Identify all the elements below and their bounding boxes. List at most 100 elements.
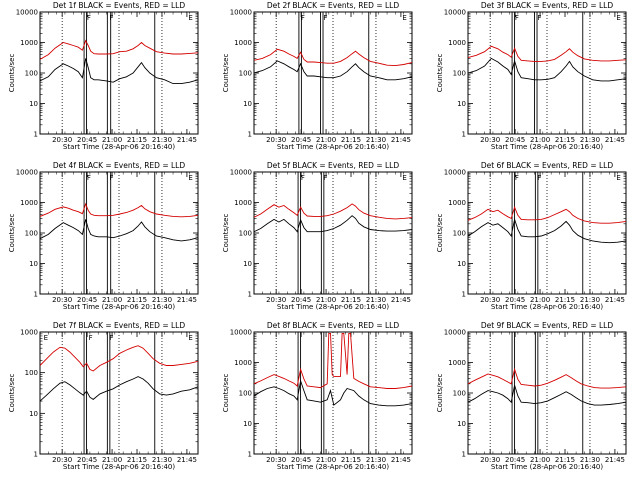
x-tick-label: 20:45 [291,296,311,304]
x-tick-label: 21:00 [102,456,122,464]
y-tick-label: 1000 [234,359,252,367]
x-tick-label: 20:45 [505,136,525,144]
detector-chart-svg-3: Det 3f BLACK = Events, RED = LLD 1 10 100 10… [436,1,627,151]
x-tick-label: 21:00 [102,296,122,304]
x-tick-label: 21:45 [177,296,197,304]
y-tick-label: 10 [243,420,252,428]
y-tick-label: 100 [239,70,252,78]
interval-marker-label: F [301,174,305,182]
lld-series-line [253,332,413,389]
y-axis-label: Counts/sec [8,214,16,253]
y-tick-label: 1000 [234,39,252,47]
lld-series-line [253,203,413,220]
interval-marker-label: E [616,174,620,182]
y-axis-label: Counts/sec [8,54,16,93]
y-tick-label: 10000 [444,169,466,177]
interval-marker-label: F [323,174,327,182]
chart-title: Det 6f BLACK = Events, RED = LLD [481,161,614,170]
y-tick-label: 100 [453,70,466,78]
lld-series-line [467,205,627,224]
x-tick-label: 21:00 [316,456,336,464]
y-tick-label: 1 [34,451,38,459]
x-tick-label: 21:45 [605,456,625,464]
y-tick-label: 100 [25,70,38,78]
x-axis-label: Start Time (28-Apr-06 20:16:40) [63,143,175,151]
events-series-line [467,57,627,82]
x-tick-label: 21:30 [366,136,386,144]
x-tick-label: 20:45 [77,296,97,304]
y-axis-label: Counts/sec [8,374,16,413]
detector-chart-svg-8: Det 8f BLACK = Events, RED = LLD 1 10 100 10… [222,321,413,471]
y-tick-label: 1 [248,291,252,299]
x-tick-label: 20:45 [505,456,525,464]
y-tick-label: 1000 [20,39,38,47]
interval-marker-label: F [89,334,93,342]
y-tick-label: 10000 [16,9,38,17]
y-tick-label: 1 [34,131,38,139]
y-tick-label: 1 [462,131,466,139]
x-tick-label: 21:15 [341,136,361,144]
lld-series-line [39,202,199,218]
chart-title: Det 9f BLACK = Events, RED = LLD [481,321,614,330]
y-axis-label: Counts/sec [222,214,230,253]
x-axis-label: Start Time (28-Apr-06 20:16:40) [277,463,389,471]
x-tick-label: 21:45 [391,456,411,464]
y-axis-label: Counts/sec [222,374,230,413]
lld-series-line [39,345,199,372]
y-tick-label: 10 [243,100,252,108]
y-tick-label: 100 [25,230,38,238]
x-tick-label: 21:30 [152,136,172,144]
y-tick-label: 10000 [230,329,252,337]
detector-chart-svg-4: Det 4f BLACK = Events, RED = LLD 1 10 100 10… [8,161,199,311]
x-tick-label: 21:00 [530,296,550,304]
x-tick-label: 21:00 [316,136,336,144]
lld-series-line [39,39,199,60]
interval-marker-label: F [323,14,327,22]
y-tick-label: 10000 [230,169,252,177]
y-tick-label: 10 [243,260,252,268]
detector-panel-5: Det 5f BLACK = Events, RED = LLD 1 10 100 10… [214,160,426,320]
x-tick-label: 21:15 [555,456,575,464]
interval-marker-label: F [515,174,519,182]
y-tick-label: 10000 [230,9,252,17]
x-tick-label: 20:45 [291,456,311,464]
events-series-line [253,379,413,407]
x-tick-label: 20:45 [77,136,97,144]
x-tick-label: 20:30 [266,456,286,464]
y-tick-label: 10000 [444,329,466,337]
x-tick-label: 21:30 [152,456,172,464]
x-tick-label: 21:30 [580,136,600,144]
y-axis-label: Counts/sec [436,214,444,253]
y-tick-label: 10 [457,420,466,428]
x-tick-label: 21:30 [366,296,386,304]
x-tick-label: 20:30 [52,296,72,304]
y-tick-label: 10 [29,100,38,108]
detector-chart-svg-7: Det 7f BLACK = Events, RED = LLD 1 10 100 10… [8,321,199,471]
events-series-line [253,60,413,81]
y-tick-label: 1000 [448,39,466,47]
interval-marker-label: E [188,14,192,22]
interval-marker-label: F [515,14,519,22]
y-tick-label: 1 [248,451,252,459]
y-tick-label: 10 [457,260,466,268]
interval-marker-label: E [402,174,406,182]
x-tick-label: 21:00 [102,136,122,144]
detector-chart-svg-2: Det 2f BLACK = Events, RED = LLD 1 10 100 10… [222,1,413,151]
interval-marker-label: E [44,334,48,342]
x-tick-label: 20:30 [52,456,72,464]
x-tick-label: 21:30 [152,296,172,304]
x-axis-label: Start Time (28-Apr-06 20:16:40) [491,143,603,151]
x-tick-label: 21:00 [316,296,336,304]
chart-title: Det 1f BLACK = Events, RED = LLD [53,1,186,10]
y-axis-label: Counts/sec [436,54,444,93]
y-tick-label: 1 [462,291,466,299]
chart-title: Det 7f BLACK = Events, RED = LLD [53,321,186,330]
interval-marker-label: E [188,174,192,182]
x-tick-label: 20:30 [480,456,500,464]
x-tick-label: 21:30 [580,456,600,464]
detector-panel-1: Det 1f BLACK = Events, RED = LLD 1 10 100 10… [0,0,212,160]
y-tick-label: 10000 [16,169,38,177]
x-tick-label: 21:30 [580,296,600,304]
detector-panel-8: Det 8f BLACK = Events, RED = LLD 1 10 100 10… [214,320,426,480]
interval-marker-label: F [109,14,113,22]
